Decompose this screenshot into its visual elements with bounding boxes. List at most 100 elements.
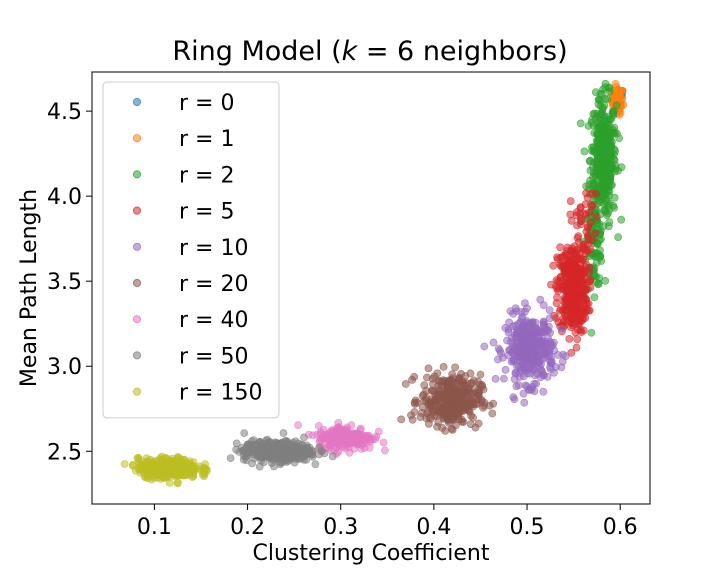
plot-frame xyxy=(91,71,651,505)
data-point xyxy=(582,189,590,197)
data-point xyxy=(549,261,558,270)
data-point xyxy=(511,368,520,377)
data-point xyxy=(330,446,339,454)
data-point xyxy=(510,395,519,403)
data-point xyxy=(536,295,545,304)
data-point xyxy=(510,356,518,365)
data-point xyxy=(365,443,374,452)
data-point xyxy=(453,388,462,397)
data-point xyxy=(181,464,190,472)
data-point xyxy=(531,327,540,336)
data-point xyxy=(581,249,590,258)
data-point xyxy=(320,449,329,458)
y-tick-label: 3.0 xyxy=(47,355,82,380)
data-point xyxy=(556,243,565,252)
data-point xyxy=(584,306,593,315)
data-point xyxy=(379,438,388,447)
data-point xyxy=(570,242,579,251)
data-point xyxy=(606,149,614,158)
data-point xyxy=(278,451,287,460)
data-point xyxy=(570,291,579,300)
data-point xyxy=(226,454,235,462)
data-point xyxy=(235,447,244,456)
data-point xyxy=(539,317,548,326)
data-point xyxy=(520,322,529,330)
data-point xyxy=(605,187,614,196)
data-point xyxy=(614,233,622,241)
data-point xyxy=(574,269,582,278)
data-point xyxy=(609,201,617,210)
y-axis-label: Mean Path Length xyxy=(17,189,42,387)
data-point xyxy=(554,351,563,359)
data-point xyxy=(333,436,342,445)
y-tick-label: 2.5 xyxy=(47,440,82,465)
data-point xyxy=(594,280,602,289)
data-point xyxy=(128,461,137,470)
data-point xyxy=(476,370,485,379)
data-point xyxy=(591,229,600,238)
data-point xyxy=(323,433,332,442)
data-point xyxy=(569,262,578,271)
data-point xyxy=(592,212,601,221)
data-point xyxy=(573,335,582,344)
data-point xyxy=(593,160,602,169)
legend-label: r = 2 xyxy=(179,163,234,188)
data-point xyxy=(134,453,143,462)
data-point xyxy=(450,379,459,388)
data-point xyxy=(581,313,590,322)
x-tick-label: 0.4 xyxy=(416,515,451,540)
data-point xyxy=(572,343,581,352)
x-tick-label: 0.5 xyxy=(510,515,545,540)
legend-marker xyxy=(132,315,142,324)
data-point xyxy=(605,132,614,140)
data-point xyxy=(569,321,577,330)
data-point xyxy=(408,415,417,424)
data-point xyxy=(254,451,263,460)
data-point xyxy=(473,395,481,403)
data-point xyxy=(328,452,337,461)
data-point xyxy=(599,146,607,155)
data-point xyxy=(585,157,594,166)
data-point xyxy=(550,368,558,377)
data-point xyxy=(422,373,431,382)
x-tick-label: 0.2 xyxy=(230,515,265,540)
data-point xyxy=(416,413,425,421)
legend-box xyxy=(102,81,280,419)
data-point xyxy=(598,136,607,145)
data-point xyxy=(444,419,453,427)
legend-label: r = 40 xyxy=(179,308,248,333)
data-point xyxy=(594,249,602,258)
data-point xyxy=(593,177,602,186)
data-point xyxy=(617,215,626,224)
legend-marker xyxy=(132,278,142,288)
legend-label: r = 1 xyxy=(179,127,234,152)
data-point xyxy=(563,284,571,293)
data-point xyxy=(434,418,443,427)
data-point xyxy=(291,437,300,446)
x-tick-label: 0.1 xyxy=(137,515,172,540)
title-suffix: = 6 neighbors) xyxy=(357,36,567,67)
data-point xyxy=(428,380,437,388)
data-point xyxy=(565,269,574,278)
data-point xyxy=(342,434,351,442)
data-point xyxy=(576,119,585,128)
legend-marker xyxy=(132,206,142,215)
data-point xyxy=(311,460,320,469)
data-point xyxy=(488,409,497,418)
data-point xyxy=(512,382,521,391)
data-point xyxy=(448,425,457,434)
data-point xyxy=(619,100,628,109)
data-point xyxy=(580,147,589,156)
data-point xyxy=(268,441,277,449)
data-point xyxy=(519,351,528,359)
data-point xyxy=(521,299,529,307)
data-point xyxy=(424,400,433,409)
data-point xyxy=(576,210,585,218)
legend: r = 0 r = 1 r = 2 r = 5 r = 10 r = 20 r = 40 r … xyxy=(102,81,280,419)
data-point xyxy=(263,452,272,461)
data-point xyxy=(552,299,561,307)
data-point xyxy=(576,203,585,212)
data-point xyxy=(315,443,324,452)
data-point xyxy=(458,417,466,426)
data-point xyxy=(357,431,366,439)
